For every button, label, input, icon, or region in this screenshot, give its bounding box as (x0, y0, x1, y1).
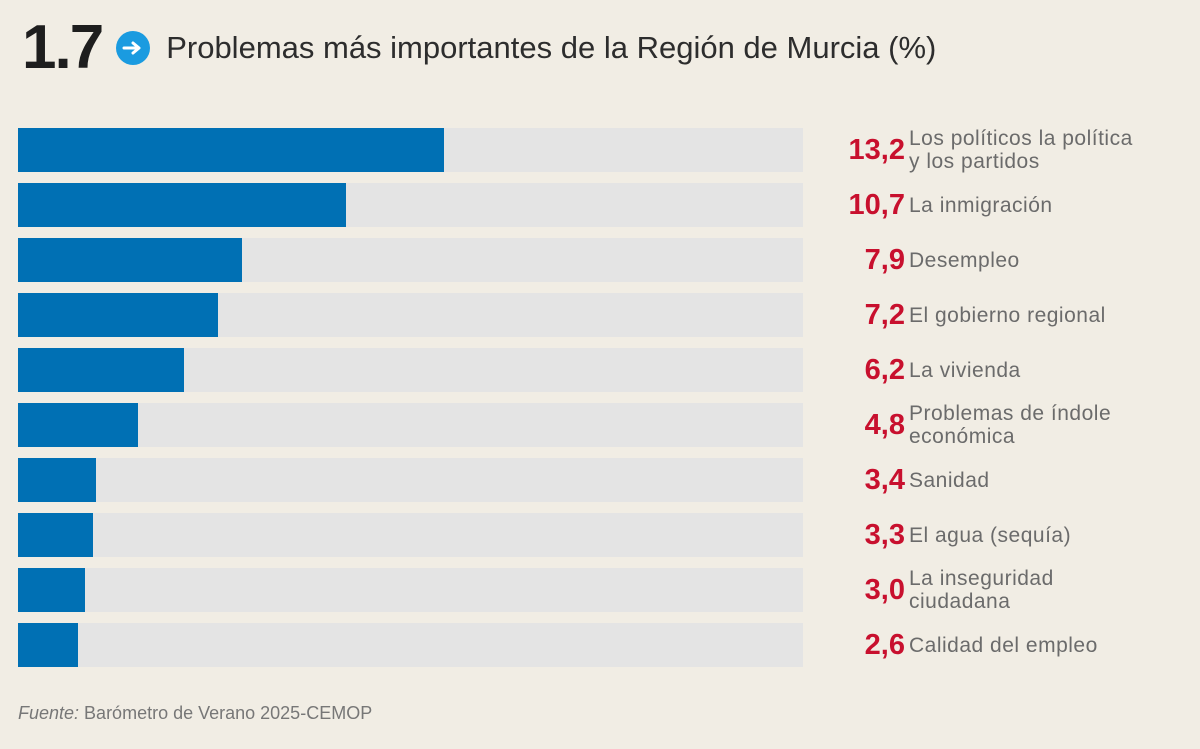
bar (18, 238, 243, 282)
bar (18, 348, 184, 392)
source-note: Fuente: Barómetro de Verano 2025-CEMOP (18, 703, 372, 724)
category-label: El agua (sequía) (909, 523, 1072, 547)
bar-row: 13,2 Los políticos la política y los parti… (0, 126, 1200, 174)
bar-chart: 13,2 Los políticos la política y los parti… (0, 120, 1200, 680)
category-label: La vivienda (909, 358, 1021, 382)
value-label: 2,6 (864, 629, 905, 661)
value-label: 3,0 (864, 574, 905, 606)
chart-header: 1.7 Problemas más importantes de la Regi… (22, 8, 936, 88)
bar (18, 403, 139, 447)
value-label: 10,7 (848, 189, 905, 221)
category-label: Calidad del empleo (909, 633, 1098, 657)
bar-row: 3,0 La inseguridad ciudadana (0, 566, 1200, 614)
bar-row: 10,7 La inmigración (0, 181, 1200, 229)
bar (18, 183, 346, 227)
bar-row: 3,3 El agua (sequía) (0, 511, 1200, 559)
bar-row: 2,6 Calidad del empleo (0, 621, 1200, 669)
category-label: Problemas de índole económica (909, 402, 1112, 448)
bar-track (18, 403, 803, 447)
value-label: 7,2 (864, 299, 905, 331)
category-label: Los políticos la política y los partidos (909, 127, 1133, 173)
bar (18, 293, 218, 337)
bar-track (18, 458, 803, 502)
value-label: 3,4 (864, 464, 905, 496)
bar (18, 568, 85, 612)
bar-row: 7,2 El gobierno regional (0, 291, 1200, 339)
arrow-right-circle-icon (116, 31, 151, 65)
source-text: Barómetro de Verano 2025-CEMOP (79, 703, 373, 723)
bar (18, 128, 444, 172)
bar (18, 458, 97, 502)
bar (18, 513, 94, 557)
value-label: 3,3 (864, 519, 905, 551)
value-label: 6,2 (864, 354, 905, 386)
bar-row: 3,4 Sanidad (0, 456, 1200, 504)
category-label: Sanidad (909, 468, 990, 492)
category-label: La inseguridad ciudadana (909, 567, 1054, 613)
value-label: 13,2 (848, 134, 905, 166)
chart-title: Problemas más importantes de la Región d… (166, 30, 937, 65)
category-label: Desempleo (909, 248, 1020, 272)
value-label: 4,8 (864, 409, 905, 441)
bar-track (18, 568, 803, 612)
bar (18, 623, 78, 667)
bar-track (18, 513, 803, 557)
category-label: La inmigración (909, 193, 1053, 217)
bar-row: 6,2 La vivienda (0, 346, 1200, 394)
source-prefix: Fuente: (18, 703, 80, 723)
bar-row: 7,9 Desempleo (0, 236, 1200, 284)
value-label: 7,9 (864, 244, 905, 276)
bar-track (18, 623, 803, 667)
figure-number: 1.7 (22, 13, 104, 82)
category-label: El gobierno regional (909, 303, 1106, 327)
bar-row: 4,8 Problemas de índole económica (0, 401, 1200, 449)
